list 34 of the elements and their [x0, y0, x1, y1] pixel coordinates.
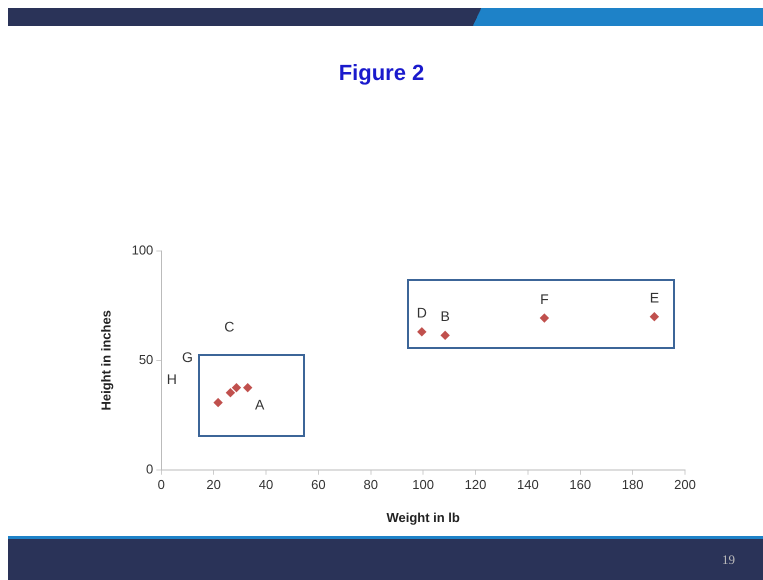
point [214, 398, 223, 408]
x-axis-title: Weight in lb [386, 510, 460, 525]
point [226, 388, 235, 398]
point [243, 383, 252, 392]
annotation: C [224, 318, 234, 334]
point [440, 330, 450, 340]
point [417, 327, 426, 336]
y-tick-label: 0 [146, 461, 154, 476]
annotation: A [255, 396, 266, 413]
x-tick-label: 120 [464, 477, 486, 492]
annotation: H [166, 370, 177, 387]
x-tick-label: 40 [258, 477, 274, 492]
point [540, 314, 549, 323]
x-tick-label: 60 [311, 477, 326, 492]
y-tick-label: 100 [132, 242, 154, 258]
x-tick-label: 160 [569, 477, 592, 492]
annotation: G [182, 348, 193, 365]
chart-title: Figure 2 [338, 60, 426, 86]
annotation: F [540, 290, 549, 307]
x-tick-label: 200 [674, 477, 696, 492]
annotation: E [650, 290, 660, 306]
x-tick-label: 80 [364, 477, 378, 492]
point [650, 312, 659, 322]
text: 19 [722, 552, 735, 568]
x-tick-label: 180 [622, 477, 644, 492]
annotation: D [416, 304, 427, 321]
x-tick-label: 0 [158, 477, 165, 492]
point [232, 383, 241, 392]
y-axis-title: Height in inches [98, 310, 114, 411]
x-tick-label: 140 [517, 477, 539, 492]
x-tick-label: 100 [412, 477, 434, 492]
x-tick-label: 20 [206, 477, 221, 492]
annotation: B [440, 308, 450, 324]
y-tick-label: 50 [138, 352, 154, 367]
